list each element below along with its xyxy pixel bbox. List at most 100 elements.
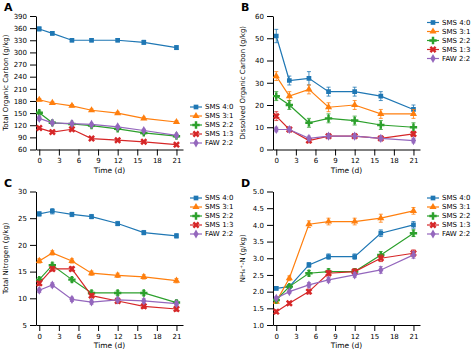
tick: 3.5 (253, 238, 273, 246)
y-axis-title: Total Organic Carbon (g/kg) (2, 34, 10, 131)
point (173, 277, 180, 283)
tick: 12 (114, 325, 123, 341)
point (274, 286, 279, 291)
legend-item: SMS 1:3 (190, 129, 233, 139)
plot-area (36, 209, 182, 315)
y-axis: 0102030405060 (255, 13, 273, 155)
series-line (39, 265, 176, 302)
tick-mark (98, 325, 99, 331)
series-line (39, 285, 176, 304)
legend-label: SMS 1:3 (205, 221, 233, 229)
tick: 390 (14, 13, 36, 21)
tick-mark (176, 150, 177, 156)
error-bar (174, 234, 178, 238)
point (377, 121, 384, 128)
point (307, 263, 312, 268)
tick: 1.5 (253, 305, 273, 313)
legend-label: SMS 3:1 (442, 28, 470, 36)
tick-label: 6 (77, 157, 82, 165)
point (47, 264, 57, 274)
point (410, 230, 417, 237)
tick-mark (30, 150, 36, 151)
panel-title: D (241, 177, 250, 190)
point (89, 297, 94, 306)
point (305, 85, 312, 91)
x-axis: 036912151821 (37, 325, 184, 341)
point (411, 250, 416, 259)
legend-item: SMS 4:0 (427, 194, 470, 202)
tick-mark (176, 325, 177, 331)
tick: 25 (18, 215, 36, 223)
tick-label: 12 (351, 333, 360, 341)
legend-marker (431, 20, 436, 25)
point (112, 296, 122, 306)
tick: 3 (294, 150, 298, 166)
tick: 18 (153, 325, 162, 341)
point (306, 134, 311, 143)
legend-label: SMS 3:1 (442, 203, 470, 211)
tick-label: 12 (351, 157, 360, 165)
tick-mark (157, 150, 158, 156)
legend-label: SMS 1:3 (442, 221, 470, 229)
point (36, 96, 43, 102)
series-line (276, 116, 413, 140)
point (50, 209, 55, 214)
legend-label: SMS 3:1 (205, 203, 233, 211)
tick-mark (30, 192, 36, 193)
tick: 5.0 (253, 188, 273, 196)
error-bar (307, 72, 311, 85)
point (86, 133, 96, 143)
legend-marker (430, 229, 435, 238)
tick-mark (335, 150, 336, 156)
error-bar (379, 230, 383, 237)
tick-label: 150 (14, 110, 27, 118)
tick-label: 18 (153, 157, 162, 165)
series (37, 114, 179, 140)
tick: 9 (333, 150, 337, 166)
point (173, 118, 180, 124)
tick-label: 120 (14, 122, 27, 130)
tick-label: 9 (333, 333, 337, 341)
tick: 0 (38, 150, 42, 166)
point (171, 139, 181, 149)
axis-line (37, 325, 184, 326)
series-line (39, 118, 176, 135)
point (68, 102, 75, 108)
plot-area (273, 29, 419, 145)
tick-label: 18 (390, 333, 399, 341)
tick-mark (157, 325, 158, 331)
tick-label: 0 (275, 333, 279, 341)
tick-label: 9 (96, 157, 100, 165)
error-bar (411, 222, 415, 229)
tick: 21 (410, 150, 419, 166)
plot-area (273, 207, 419, 317)
tick-mark (267, 38, 273, 39)
x-axis-title: Time (d) (93, 166, 125, 175)
point (378, 265, 383, 274)
series-line (276, 76, 413, 114)
x-axis-title: Time (d) (93, 341, 125, 350)
series-line (276, 36, 413, 109)
point (140, 273, 147, 279)
series (37, 209, 179, 239)
x-axis-title: Time (d) (330, 341, 362, 350)
series (273, 207, 417, 304)
point (68, 276, 75, 283)
legend-marker (192, 112, 199, 118)
tick-mark (394, 150, 395, 156)
point (305, 220, 312, 226)
point (37, 286, 42, 295)
legend-item: SMS 2:2 (190, 212, 233, 220)
point (325, 103, 332, 109)
tick-mark (30, 16, 36, 17)
legend-item: FAW 2:2 (190, 138, 233, 147)
point (49, 119, 56, 126)
legend: SMS 4:0SMS 3:1SMS 2:2SMS 1:3FAW 2:2 (427, 19, 470, 63)
tick: 1.0 (253, 322, 273, 330)
tick-label: 30 (18, 188, 27, 196)
legend-label: SMS 4:0 (442, 19, 470, 27)
tick: 30 (18, 188, 36, 196)
tick: 15 (133, 325, 142, 341)
error-bar (90, 39, 94, 42)
tick-mark (30, 52, 36, 53)
